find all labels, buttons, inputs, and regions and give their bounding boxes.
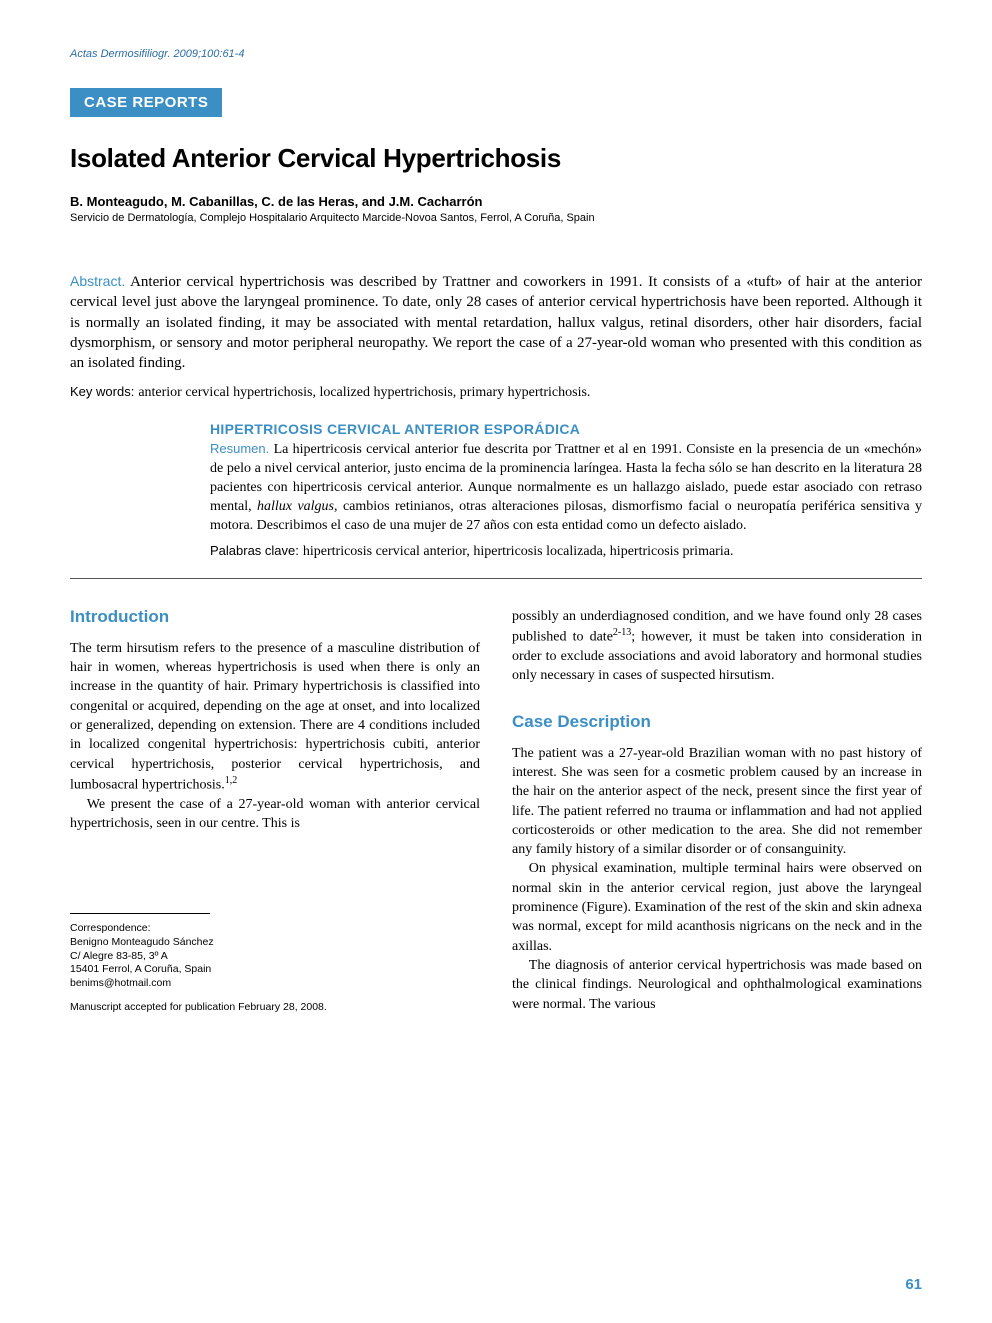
resumen-block: HIPERTRICOSIS CERVICAL ANTERIOR ESPORÁDI… <box>70 421 922 559</box>
author-list: B. Monteagudo, M. Cabanillas, C. de las … <box>70 194 922 209</box>
footnote-rule <box>70 913 210 914</box>
manuscript-note: Manuscript accepted for publication Febr… <box>70 1001 480 1015</box>
author-affiliation: Servicio de Dermatología, Complejo Hospi… <box>70 212 922 224</box>
palabras-clave-row: Palabras clave: hipertricosis cervical a… <box>210 542 922 560</box>
resumen-title: HIPERTRICOSIS CERVICAL ANTERIOR ESPORÁDI… <box>210 421 922 437</box>
page-number: 61 <box>905 1276 922 1293</box>
intro-p1-citation: 1,2 <box>225 775 238 786</box>
palabras-clave-label: Palabras clave: <box>210 543 299 558</box>
column-right: possibly an underdiagnosed condition, an… <box>512 607 922 1015</box>
correspondence-email: benims@hotmail.com <box>70 977 480 991</box>
abstract-paragraph: Abstract. Anterior cervical hypertrichos… <box>70 272 922 373</box>
correspondence-label: Correspondence: <box>70 922 480 936</box>
two-column-body: Introduction The term hirsutism refers t… <box>70 607 922 1015</box>
correspondence-block: Correspondence: Benigno Monteagudo Sánch… <box>70 922 480 990</box>
case-description-heading: Case Description <box>512 712 922 732</box>
keywords-text: anterior cervical hypertrichosis, locali… <box>138 385 590 400</box>
correspondence-name: Benigno Monteagudo Sánchez <box>70 936 480 950</box>
resumen-paragraph: Resumen. La hipertricosis cervical anter… <box>210 440 922 535</box>
intro-paragraph-1: The term hirsutism refers to the presenc… <box>70 639 480 795</box>
case-paragraph-2: On physical examination, multiple termin… <box>512 859 922 956</box>
case-paragraph-3: The diagnosis of anterior cervical hyper… <box>512 956 922 1014</box>
intro-paragraph-2: We present the case of a 27-year-old wom… <box>70 795 480 834</box>
intro-p1-text: The term hirsutism refers to the presenc… <box>70 641 480 793</box>
keywords-row: Key words: anterior cervical hypertricho… <box>70 383 922 401</box>
resumen-italic-term: hallux valgus <box>257 499 334 514</box>
correspondence-addr2: 15401 Ferrol, A Coruña, Spain <box>70 963 480 977</box>
column-left: Introduction The term hirsutism refers t… <box>70 607 480 1015</box>
keywords-label: Key words: <box>70 384 134 399</box>
case-paragraph-1: The patient was a 27-year-old Brazilian … <box>512 744 922 860</box>
section-badge: CASE REPORTS <box>70 88 222 117</box>
correspondence-addr1: C/ Alegre 83-85, 3º A <box>70 950 480 964</box>
divider-rule <box>70 578 922 579</box>
abstract-label: Abstract. <box>70 273 125 289</box>
intro-continuation: possibly an underdiagnosed condition, an… <box>512 607 922 686</box>
article-title: Isolated Anterior Cervical Hypertrichosi… <box>70 143 922 174</box>
col2-cont-citation: 2-13 <box>613 627 631 638</box>
resumen-label: Resumen. <box>210 441 269 456</box>
introduction-heading: Introduction <box>70 607 480 627</box>
palabras-clave-text: hipertricosis cervical anterior, hipertr… <box>303 544 734 559</box>
journal-citation: Actas Dermosifiliogr. 2009;100:61-4 <box>70 48 922 60</box>
abstract-block: Abstract. Anterior cervical hypertrichos… <box>70 272 922 373</box>
abstract-text: Anterior cervical hypertrichosis was des… <box>70 274 922 371</box>
